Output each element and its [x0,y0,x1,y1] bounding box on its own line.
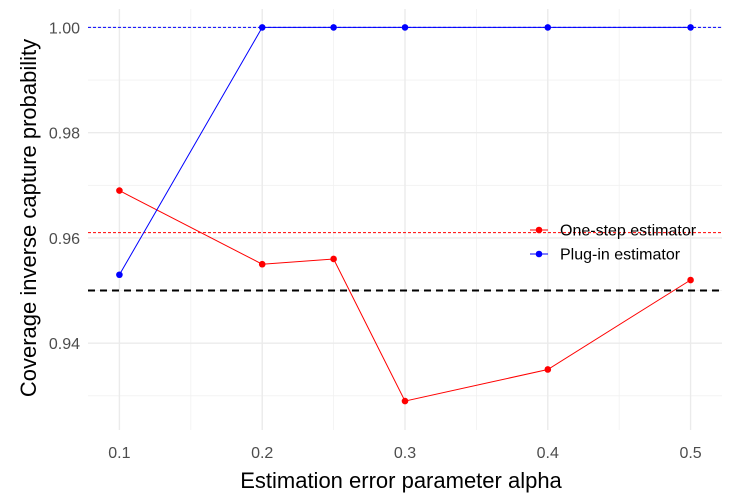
data-point [687,24,694,31]
x-axis-title: Estimation error parameter alpha [240,468,562,493]
data-point [544,24,552,31]
data-point [401,397,409,405]
y-axis-title: Coverage inverse capture probability [16,39,41,397]
x-axis-ticks: 0.1 0.2 0.3 0.4 0.5 [108,445,702,462]
data-point [258,24,266,31]
data-point [330,255,337,263]
x-tick-label: 0.1 [108,445,130,462]
y-axis-ticks: 0.94 0.96 0.98 1.00 [49,20,80,353]
y-tick-label: 1.00 [49,20,80,37]
y-tick-label: 0.94 [49,336,80,353]
grid [88,9,722,430]
y-tick-label: 0.98 [49,126,80,143]
x-tick-label: 0.2 [251,445,273,462]
series-line-1 [119,190,691,402]
legend: One-step estimator Plug-in estimator [530,223,697,264]
x-tick-label: 0.4 [537,445,559,462]
series-layer [116,24,694,405]
data-point [258,260,266,268]
data-point [544,366,552,373]
legend-label: One-step estimator [560,223,697,240]
x-tick-label: 0.5 [679,445,701,462]
data-point [401,24,409,31]
legend-key-point [535,250,543,258]
series-line-2 [118,26,691,276]
x-tick-label: 0.3 [394,445,416,462]
legend-key-point [535,226,543,234]
data-point [116,187,123,194]
y-tick-label: 0.96 [49,231,80,248]
data-point [330,24,337,31]
legend-label: Plug-in estimator [560,247,681,264]
data-point [116,271,123,279]
data-point [687,276,694,284]
